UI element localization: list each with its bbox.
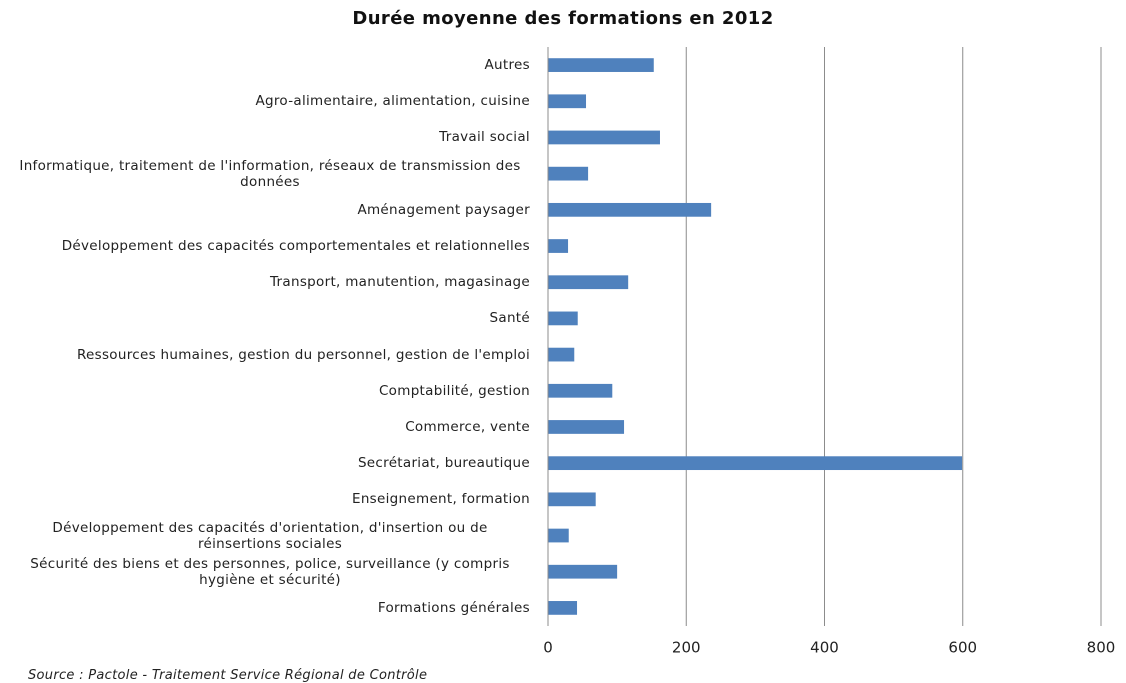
- bar: [548, 528, 569, 543]
- bar: [548, 564, 618, 579]
- y-tick-label: Transport, manutention, magasinage: [10, 274, 530, 290]
- y-tick-label: Formations générales: [10, 600, 530, 616]
- bar: [548, 130, 660, 145]
- y-tick-text: Enseignement, formation: [351, 491, 530, 508]
- bar: [548, 347, 575, 362]
- y-tick-text: Transport, manutention, magasinage: [269, 274, 530, 291]
- bar: [548, 275, 629, 290]
- y-tick-text: Comptabilité, gestion: [378, 382, 530, 399]
- y-tick-text: Secrétariat, bureautique: [357, 455, 530, 472]
- bar: [548, 58, 654, 72]
- y-tick-text: Ressources humaines, gestion du personne…: [76, 346, 530, 363]
- bar: [548, 383, 613, 398]
- x-tick-label: 200: [672, 639, 701, 657]
- y-tick-text: Commerce, vente: [405, 418, 530, 435]
- y-tick-text: Développement des capacités comportement…: [61, 238, 530, 255]
- bar: [548, 492, 596, 507]
- bar: [548, 311, 578, 326]
- y-tick-text: Informatique, traitement de l'informatio…: [19, 157, 521, 190]
- x-tick-label: 400: [810, 639, 839, 657]
- y-tick-label: Secrétariat, bureautique: [10, 455, 530, 471]
- bar: [548, 601, 578, 615]
- y-tick-text: Travail social: [439, 129, 530, 146]
- bar: [548, 166, 589, 181]
- bar: [548, 94, 587, 109]
- y-tick-label: Autres: [10, 57, 530, 73]
- y-tick-label: Ressources humaines, gestion du personne…: [10, 347, 530, 363]
- bar: [548, 202, 712, 217]
- y-tick-label: Travail social: [10, 129, 530, 145]
- y-tick-label: Agro-alimentaire, alimentation, cuisine: [10, 93, 530, 109]
- y-tick-text: Aménagement paysager: [357, 201, 530, 218]
- y-tick-text: Développement des capacités d'orientatio…: [52, 519, 488, 552]
- source-note: Source : Pactole - Traitement Service Ré…: [28, 668, 428, 683]
- y-tick-text: Formations générales: [377, 599, 530, 616]
- y-tick-label: Informatique, traitement de l'informatio…: [10, 158, 530, 190]
- y-tick-label: Aménagement paysager: [10, 202, 530, 218]
- y-tick-label: Enseignement, formation: [10, 491, 530, 507]
- x-tick-label: 800: [1087, 639, 1116, 657]
- x-tick-label: 600: [948, 639, 977, 657]
- bar: [548, 456, 963, 471]
- bar: [548, 239, 569, 253]
- chart-title: Durée moyenne des formations en 2012: [352, 8, 774, 29]
- y-tick-label: Développement des capacités comportement…: [10, 238, 530, 254]
- y-tick-text: Santé: [489, 310, 530, 327]
- y-tick-label: Commerce, vente: [10, 419, 530, 435]
- bar: [548, 420, 625, 434]
- y-tick-text: Sécurité des biens et des personnes, pol…: [30, 555, 510, 588]
- y-tick-text: Autres: [484, 57, 530, 74]
- x-tick-label: 0: [543, 639, 553, 657]
- y-tick-label: Comptabilité, gestion: [10, 383, 530, 399]
- y-tick-label: Santé: [10, 310, 530, 326]
- y-tick-label: Sécurité des biens et des personnes, pol…: [10, 556, 530, 588]
- y-tick-text: Agro-alimentaire, alimentation, cuisine: [255, 93, 530, 110]
- y-tick-label: Développement des capacités d'orientatio…: [10, 520, 530, 552]
